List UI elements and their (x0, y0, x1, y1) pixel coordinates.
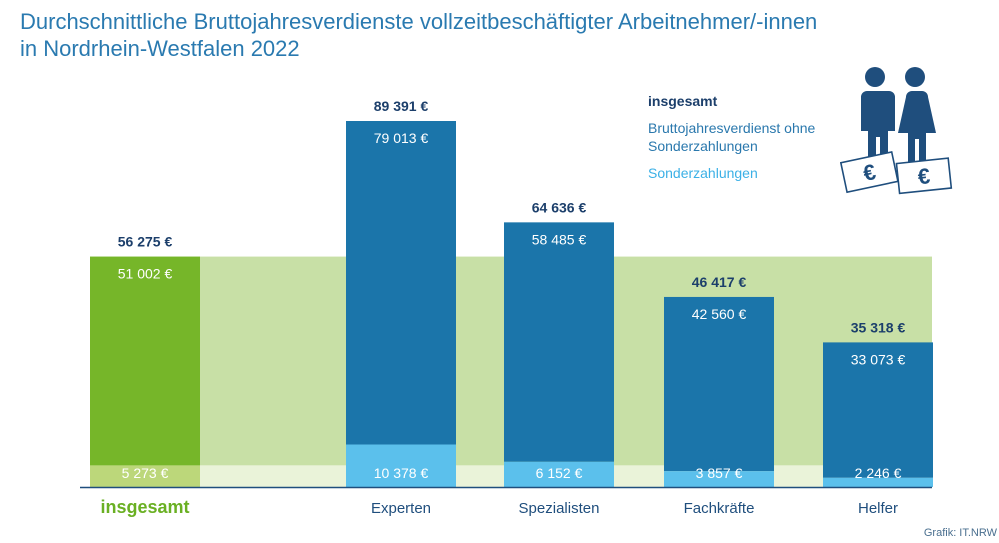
chart-title: Durchschnittliche Bruttojahresverdienste… (20, 8, 980, 62)
bar-base-0 (90, 256, 200, 466)
base-label-2: 58 485 € (532, 231, 587, 247)
legend: insgesamt Bruttojahresverdienst ohne Son… (648, 92, 828, 182)
special-label-2: 6 152 € (536, 465, 583, 481)
svg-text:€: € (917, 163, 932, 189)
total-label-4: 35 318 € (851, 319, 906, 335)
special-label-4: 2 246 € (855, 465, 902, 481)
bar-special-1 (346, 444, 456, 487)
base-label-3: 42 560 € (692, 306, 747, 322)
special-label-3: 3 857 € (696, 465, 743, 481)
special-label-0: 5 273 € (122, 465, 169, 481)
bar-special-2 (504, 461, 614, 487)
category-label-4: Helfer (858, 500, 898, 517)
bar-base-4 (823, 342, 933, 478)
legend-total: insgesamt (648, 93, 718, 109)
bar-special-3 (664, 471, 774, 487)
total-label-2: 64 636 € (532, 199, 587, 215)
total-label-1: 89 391 € (374, 98, 429, 114)
base-label-4: 33 073 € (851, 351, 906, 367)
base-label-1: 79 013 € (374, 130, 429, 146)
legend-base: Bruttojahresverdienst ohne Sonderzahlung… (648, 120, 816, 154)
category-label-2: Spezialisten (519, 500, 600, 517)
total-label-0: 56 275 € (118, 234, 173, 250)
svg-text:€: € (861, 159, 878, 186)
total-label-3: 46 417 € (692, 274, 747, 290)
category-label-0: insgesamt (100, 497, 189, 517)
bar-special-4 (823, 477, 933, 487)
base-label-0: 51 002 € (118, 266, 173, 282)
bar-base-3 (664, 296, 774, 472)
title-line-2: in Nordrhein-Westfalen 2022 (20, 36, 300, 61)
source-credit: Grafik: IT.NRW (923, 527, 997, 539)
legend-special: Sonderzahlungen (648, 165, 758, 181)
bar-base-2 (504, 222, 614, 462)
category-label-1: Experten (371, 500, 431, 517)
special-label-1: 10 378 € (374, 465, 429, 481)
bar-base-1 (346, 121, 456, 445)
bar-special-0 (90, 465, 200, 487)
category-label-3: Fachkräfte (684, 500, 755, 517)
people-with-euro-notes-icon: € € (840, 67, 953, 195)
title-line-1: Durchschnittliche Bruttojahresverdienste… (20, 9, 818, 34)
